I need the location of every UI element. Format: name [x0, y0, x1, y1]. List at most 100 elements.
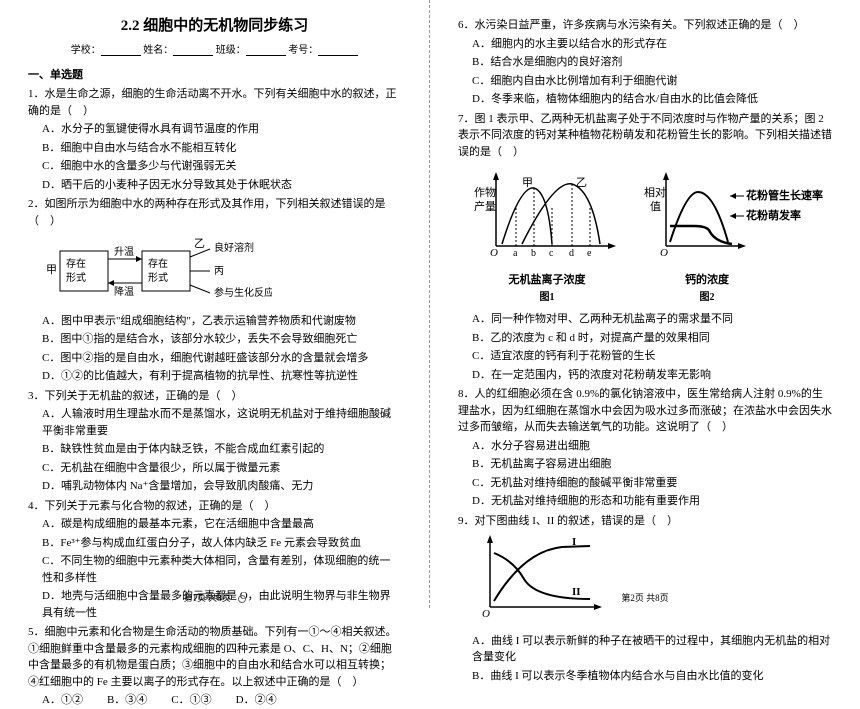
q5-opt-a: A．①② — [42, 692, 83, 709]
q6-opt-d: D．冬季来临，植物体细胞内的结合水/自由水的比值会降低 — [472, 91, 832, 108]
q5-stem: 5．细胞中元素和化合物是生命活动的物质基础。下列有一①～④相关叙述。①细胞鲜重中… — [28, 624, 401, 690]
q6-opt-b: B．结合水是细胞内的良好溶剂 — [472, 54, 832, 71]
question-6: 6．水污染日益严重，许多疾病与水污染有关。下列叙述正确的是（ ） A．细胞内的水… — [458, 17, 832, 108]
q9-opt-b: B．曲线 I 可以表示冬季植物体内结合水与自由水比值的变化 — [472, 668, 832, 685]
q3-opt-c: C．无机盐在细胞中含量很少，所以属于微量元素 — [42, 460, 401, 477]
question-3: 3．下列关于无机盐的叙述，正确的是（ ） A．人输液时用生理盐水而不是蒸馏水，这… — [28, 388, 401, 495]
q3-opt-b: B．缺铁性贫血是由于体内缺乏铁，不能合成血红素引起的 — [42, 441, 401, 458]
fig1-ylabel1: 作物 — [474, 185, 496, 199]
id-blank — [318, 44, 358, 56]
svg-text:花粉管生长速率: 花粉管生长速率 — [746, 188, 823, 202]
q2-stem: 2．如图所示为细胞中水的两种存在形式及其作用，下列相关叙述错误的是（ ） — [28, 196, 401, 229]
section-single-choice: 一、单选题 — [28, 66, 401, 82]
q2-opt-d: D．①②的比值越大，有利于提高植物的抗旱性、抗寒性等抗逆性 — [42, 368, 401, 385]
q8-opt-a: A．水分子容易进出细胞 — [472, 438, 832, 455]
footer-right-text: 第2页 共8页 — [621, 593, 668, 603]
dia-left-label: 甲 — [46, 264, 57, 276]
q4-opt-a: A．碳是构成细胞的最基本元素，它在活细胞中含量最高 — [42, 516, 401, 533]
svg-text:O: O — [660, 247, 668, 259]
q7-opt-c: C．适宜浓度的钙有利于花粉管的生长 — [472, 348, 832, 365]
name-label: 姓名： — [143, 45, 173, 56]
fig2-svg: 相对 值 花粉管生长速率 花粉萌发率 O — [642, 166, 832, 266]
footer-left: 第1页 共8页 — [0, 591, 429, 604]
fig1-curve2: 乙 — [576, 176, 587, 189]
svg-text:b: b — [531, 248, 536, 259]
left-column: 2.2 细胞中的无机物同步练习 学校： 姓名： 班级： 考号： 一、单选题 1．… — [0, 0, 430, 608]
fig1-svg: 作物 产量 甲 乙 a b c d — [472, 166, 622, 266]
svg-text:相对: 相对 — [644, 185, 666, 199]
q8-opt-d: D．无机盐对维持细胞的形态和功能有重要作用 — [472, 493, 832, 510]
q7-fig2: 相对 值 花粉管生长速率 花粉萌发率 O 钙的浓度 图2 — [642, 166, 832, 305]
student-info-line: 学校： 姓名： 班级： 考号： — [28, 41, 401, 56]
q2-opt-c: C．图中②指的是自由水，细胞代谢越旺盛该部分水的含量就会增多 — [42, 350, 401, 367]
q3-opt-d: D．哺乳动物体内 Na⁺含量增加，会导致肌肉酸痛、无力 — [42, 478, 401, 495]
dia-down: 降温 — [114, 285, 134, 298]
school-blank — [101, 44, 141, 56]
q4-stem: 4．下列关于元素与化合物的叙述，正确的是（ ） — [28, 498, 401, 515]
dia-leftbox2: 形式 — [66, 271, 86, 284]
q4-opt-b: B．Fe³⁺参与构成血红蛋白分子，故人体内缺乏 Fe 元素会导致贫血 — [42, 535, 401, 552]
q1-stem: 1．水是生命之源，细胞的生命活动离不开水。下列有关细胞中水的叙述，正确的是（ ） — [28, 86, 401, 119]
class-label: 班级： — [216, 45, 246, 56]
fig1-curve1: 甲 — [522, 177, 533, 189]
svg-text:O: O — [490, 247, 498, 259]
class-blank — [246, 44, 286, 56]
dia-right-label: 乙 — [194, 237, 205, 250]
footer-left-text: 第1页 共8页 — [183, 593, 230, 603]
question-8: 8．人的红细胞必须在含 0.9%的氯化钠溶液中，医生常给病人注射 0.9%的生理… — [458, 386, 832, 510]
q7-opt-d: D．在一定范围内，钙的浓度对花粉萌发率无影响 — [472, 367, 832, 384]
svg-text:形式: 形式 — [148, 271, 168, 284]
q1-opt-a: A．水分子的氢键使得水具有调节温度的作用 — [42, 121, 401, 138]
q9-stem: 9．对下图曲线 I、II 的叙述，错误的是（ ） — [458, 513, 832, 530]
svg-text:值: 值 — [650, 200, 661, 213]
q7-stem: 7．图 1 表示甲、乙两种无机盐离子处于不同浓度时与作物产量的关系；图 2 表示… — [458, 111, 832, 161]
page-container: 2.2 细胞中的无机物同步练习 学校： 姓名： 班级： 考号： 一、单选题 1．… — [0, 0, 860, 608]
q4-opt-c: C．不同生物的细胞中元素种类大体相同，含量有差别，体现细胞的统一性和多样性 — [42, 553, 401, 586]
svg-text:d: d — [569, 248, 574, 259]
school-label: 学校： — [71, 45, 101, 56]
q5-opt-b: B．③④ — [107, 692, 147, 709]
q6-opt-a: A．细胞内的水主要以结合水的形式存在 — [472, 36, 832, 53]
fig2-xlabel: 钙的浓度 — [582, 272, 832, 289]
q3-stem: 3．下列关于无机盐的叙述，正确的是（ ） — [28, 388, 401, 405]
q9-opt-a: A．曲线 I 可以表示新鲜的种子在被晒干的过程中，其细胞内无机盐的相对含量变化 — [472, 633, 832, 666]
dia-up: 升温 — [114, 246, 134, 258]
q7-opt-b: B．乙的浓度为 c 和 d 时，对提高产量的效果相同 — [472, 330, 832, 347]
svg-text:I: I — [572, 536, 576, 548]
q5-opt-d: D．②④ — [236, 692, 277, 709]
q5-opt-c: C．①③ — [171, 692, 211, 709]
q2-opt-a: A．图中甲表示"组成细胞结构"，乙表示运输营养物质和代谢废物 — [42, 313, 401, 330]
page-title: 2.2 细胞中的无机物同步练习 — [28, 14, 401, 35]
q8-stem: 8．人的红细胞必须在含 0.9%的氯化钠溶液中，医生常给病人注射 0.9%的生理… — [458, 386, 832, 436]
svg-text:c: c — [549, 248, 554, 259]
q3-opt-a: A．人输液时用生理盐水而不是蒸馏水，这说明无机盐对于维持细胞酸碱平衡非常重要 — [42, 406, 401, 439]
dia-r3: 参与生化反应 — [214, 286, 272, 299]
q8-opt-c: C．无机盐对维持细胞的酸碱平衡非常重要 — [472, 475, 832, 492]
q8-opt-b: B．无机盐离子容易进出细胞 — [472, 456, 832, 473]
question-7: 7．图 1 表示甲、乙两种无机盐离子处于不同浓度时与作物产量的关系；图 2 表示… — [458, 111, 832, 384]
q1-opt-c: C．细胞中水的含量多少与代谢强弱无关 — [42, 158, 401, 175]
name-blank — [173, 44, 213, 56]
q2-diagram-svg: 甲 存在 形式 升温 降温 存在 形式 乙 — [42, 233, 272, 303]
question-2: 2．如图所示为细胞中水的两种存在形式及其作用，下列相关叙述错误的是（ ） 甲 存… — [28, 196, 401, 385]
footer-right: 第2页 共8页 — [430, 591, 860, 604]
question-1: 1．水是生命之源，细胞的生命活动离不开水。下列有关细胞中水的叙述，正确的是（ ）… — [28, 86, 401, 193]
q6-stem: 6．水污染日益严重，许多疾病与水污染有关。下列叙述正确的是（ ） — [458, 17, 832, 34]
dia-r1: 良好溶剂 — [214, 241, 254, 254]
fig2-caption: 图2 — [582, 290, 832, 305]
q2-diagram: 甲 存在 形式 升温 降温 存在 形式 乙 — [42, 233, 401, 309]
q7-figures: 作物 产量 甲 乙 a b c d — [472, 166, 832, 305]
footer-circle-icon — [238, 595, 246, 603]
id-label: 考号： — [288, 45, 318, 56]
right-column: 6．水污染日益严重，许多疾病与水污染有关。下列叙述正确的是（ ） A．细胞内的水… — [430, 0, 860, 608]
svg-text:存在: 存在 — [148, 257, 168, 270]
question-5: 5．细胞中元素和化合物是生命活动的物质基础。下列有一①～④相关叙述。①细胞鲜重中… — [28, 624, 401, 709]
dia-r2: 丙 — [214, 266, 224, 277]
q6-opt-c: C．细胞内自由水比例增加有利于细胞代谢 — [472, 73, 832, 90]
q7-opt-a: A．同一种作物对甲、乙两种无机盐离子的需求量不同 — [472, 311, 832, 328]
q9-svg: I II O — [472, 533, 612, 623]
q9-figure: I II O — [472, 533, 832, 629]
svg-text:花粉萌发率: 花粉萌发率 — [746, 208, 801, 222]
fig1-ylabel2: 产量 — [474, 199, 496, 213]
svg-text:e: e — [587, 248, 592, 259]
